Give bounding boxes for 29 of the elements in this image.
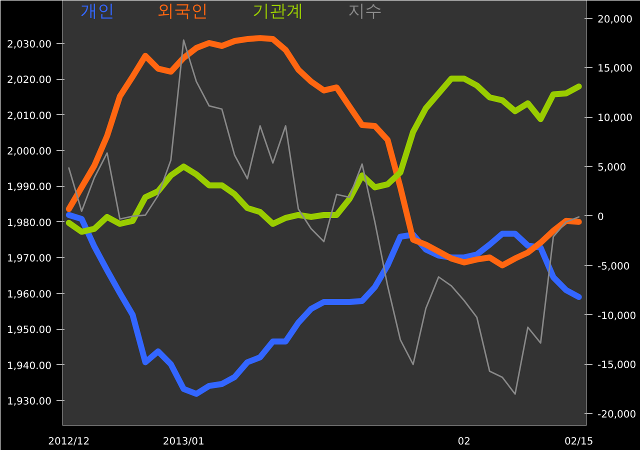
y2-tick-label: 0 [598,212,604,223]
y-tick-label: 1,940.00 [6,360,52,372]
y-tick-label: 1,930.00 [6,396,52,408]
text: 기관계 [252,2,304,22]
y2-tick-label: 20,000 [598,14,632,26]
y2-tick-label: -20,000 [598,410,636,421]
y-tick-label: 2,030.00 [6,39,52,50]
y-tick-label: 1,970.00 [6,254,52,265]
y-tick-label: 2,000.00 [6,146,52,158]
y2-tick-label: -5,000 [598,261,630,272]
series-label: 외국인 [156,2,208,22]
y-tick-label: 1,980.00 [6,218,52,229]
y2-tick-label: 5,000 [598,162,626,174]
x-tick-label: 2012/12 [48,436,90,448]
y-tick-label: 1,950.00 [6,325,52,336]
y2-tick-label: -15,000 [598,360,636,372]
x-tick-label: 02 [458,436,470,448]
y-tick-label: 2,020.00 [6,75,52,86]
text: 개인 [80,2,114,22]
y2-tick-label: 15,000 [598,64,632,75]
y2-tick-label: 10,000 [598,113,632,124]
y-tick-label: 1,960.00 [6,289,52,300]
y-tick-label: 2,010.00 [6,110,52,122]
x-tick-label: 02/15 [564,436,594,448]
y2-tick-label: -10,000 [598,310,636,322]
y-tick-label: 1,990.00 [6,182,52,194]
x-tick-label: 2013/01 [162,436,204,448]
text: 지수 [348,2,382,22]
line-series [68,39,580,395]
